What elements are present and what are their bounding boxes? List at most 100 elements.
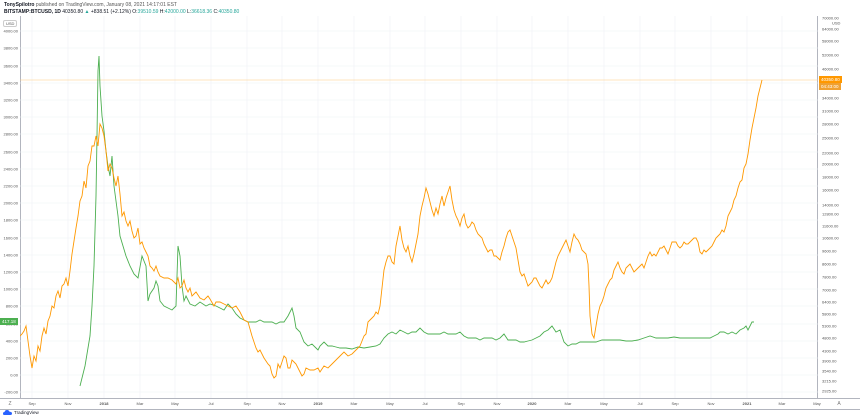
left-tick: 4000.00 [3, 28, 18, 34]
time-tick: Jul [637, 401, 643, 406]
chart-header: TonySpilotro published on TradingView.co… [4, 2, 239, 16]
right-tick: 18000.00 [822, 174, 839, 180]
left-tick: 400.00 [5, 338, 18, 344]
tradingview-cloud-icon [3, 410, 12, 415]
right-tick: 64000.00 [822, 26, 839, 32]
right-price-axis[interactable]: 70000.00 USD 64000.00 58000.00 52000.00 … [818, 16, 860, 398]
high-value: 42000.00 [164, 9, 186, 15]
time-tick: Mar [136, 401, 144, 406]
symbol-label: BITSTAMP:BTCUSD, 1D [4, 9, 61, 15]
time-tick: Mar [564, 401, 572, 406]
left-tick: 1400.00 [3, 252, 18, 258]
close-label: C: [213, 9, 219, 15]
left-tick: 1800.00 [3, 217, 18, 223]
right-tick: 28000.00 [822, 121, 839, 127]
right-tick: 8600.00 [822, 261, 837, 267]
right-tick: 12800.00 [822, 211, 839, 217]
right-tick: 52000.00 [822, 52, 839, 58]
time-tick: Nov [278, 401, 286, 406]
left-tick: 3000.00 [3, 114, 18, 120]
time-tick: 2021 [742, 401, 752, 406]
tradingview-logo-text: TradingView [14, 410, 39, 415]
right-tick: 22000.00 [822, 150, 839, 156]
auto-scale-button[interactable]: A [818, 398, 860, 410]
orange-series-line [20, 79, 763, 379]
time-tick: May [600, 401, 608, 406]
bar-countdown-label: 04:43:00 [819, 83, 841, 90]
time-tick: Nov [64, 401, 72, 406]
left-tick: 200.00 [5, 355, 18, 361]
time-tick: Sep [243, 401, 251, 406]
time-tick: Mar [778, 401, 786, 406]
left-tick: 1200.00 [3, 269, 18, 275]
right-tick: 16000.00 [822, 187, 839, 193]
time-tick: Sep [457, 401, 465, 406]
left-tick: 2600.00 [3, 149, 18, 155]
chart-plot[interactable] [20, 16, 818, 398]
chart-area[interactable] [20, 16, 818, 398]
time-tick: Nov [707, 401, 715, 406]
left-tick: 2400.00 [3, 166, 18, 172]
right-current-price-label: 40350.80 [819, 76, 842, 83]
last-price: 40350.80 [62, 9, 84, 15]
time-tick: May [813, 401, 821, 406]
left-tick: 1000.00 [3, 286, 18, 292]
time-tick: 2020 [527, 401, 537, 406]
right-tick: 9600.00 [822, 248, 837, 254]
time-tick: May [171, 401, 179, 406]
left-tick: 3800.00 [3, 45, 18, 51]
time-tick: Mar [350, 401, 358, 406]
right-tick: 7800.00 [822, 274, 837, 280]
right-tick: 4800.00 [822, 335, 837, 341]
right-axis-unit: USD [832, 20, 841, 26]
left-tick: 1600.00 [3, 235, 18, 241]
time-tick: Nov [493, 401, 501, 406]
left-tick: 3200.00 [3, 97, 18, 103]
zoom-left-button[interactable]: Z [0, 398, 20, 410]
author-name[interactable]: TonySpilotro [4, 2, 35, 8]
up-arrow-icon: ▲ [84, 9, 90, 15]
green-series-line [79, 55, 754, 387]
right-tick: 58000.00 [822, 38, 839, 44]
right-tick: 2925.00 [822, 388, 837, 394]
left-axis-unit: USD [3, 20, 18, 27]
left-tick: 0.00 [10, 372, 18, 378]
high-label: H: [159, 9, 165, 15]
open-value: 39510.59 [137, 9, 159, 15]
left-tick: 2800.00 [3, 131, 18, 137]
right-tick: 25000.00 [822, 135, 839, 141]
left-tick: 800.00 [5, 303, 18, 309]
low-label: L: [187, 9, 192, 15]
right-tick: 11600.00 [822, 223, 839, 229]
left-price-axis[interactable]: USD 4000.00 3800.00 3600.00 3400.00 3200… [0, 16, 20, 398]
left-current-price-label: 417.18 [0, 318, 18, 325]
time-tick: May [386, 401, 394, 406]
left-tick: -200.00 [4, 389, 18, 395]
right-tick: 3215.00 [822, 378, 837, 384]
left-tick: 2000.00 [3, 200, 18, 206]
right-tick: 10600.00 [822, 235, 839, 241]
tradingview-logo[interactable]: TradingView [3, 410, 39, 415]
right-tick: 4300.00 [822, 348, 837, 354]
right-tick: 3900.00 [822, 358, 837, 364]
right-tick: 31000.00 [822, 108, 839, 114]
price-change: +838.51 (+2.12%) [90, 9, 131, 15]
right-tick: 34000.00 [822, 95, 839, 101]
open-label: O: [132, 9, 138, 15]
left-tick: 3600.00 [3, 63, 18, 69]
low-value: 36618.36 [191, 9, 213, 15]
time-tick: Sep [28, 401, 36, 406]
right-tick: 20000.00 [822, 161, 839, 167]
publish-info: published on TradingView.com, January 08… [35, 2, 177, 8]
time-tick: 2018 [99, 401, 109, 406]
left-tick: 2200.00 [3, 183, 18, 189]
right-tick: 6400.00 [822, 299, 837, 305]
right-tick: 70000.00 [822, 15, 839, 21]
time-tick: 2019 [313, 401, 323, 406]
right-tick: 3540.00 [822, 368, 837, 374]
right-tick: 46000.00 [822, 66, 839, 72]
close-value: 40350.80 [218, 9, 240, 15]
time-axis[interactable]: Sep Nov 2018 Mar May Jul Sep Nov 2019 Ma… [20, 398, 821, 410]
right-tick: 5300.00 [822, 323, 837, 329]
right-tick: 5800.00 [822, 311, 837, 317]
